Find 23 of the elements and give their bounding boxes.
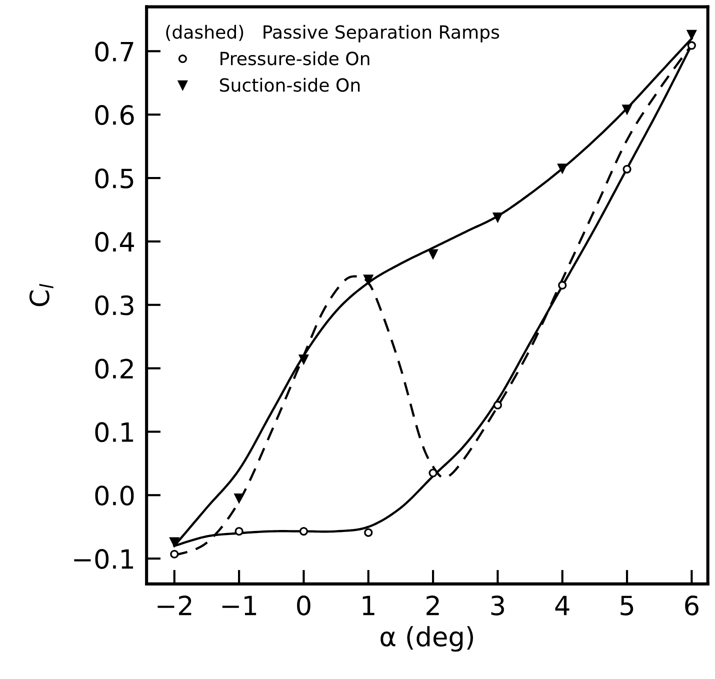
legend-title: (dashed) Passive Separation Ramps [166,24,500,42]
y-tick-label: 0.7 [95,42,134,62]
y-tick-label: 0.3 [95,295,134,316]
y-tick-label: 0.0 [95,486,134,506]
x-tick-label: 4 [555,596,570,616]
y-tick-label: 0.1 [95,422,134,442]
y-tick-label: 0.2 [95,358,133,379]
x-axis-title: α (deg) [380,626,473,652]
x-tick-label: 2 [426,596,439,616]
x-tick-label: 5 [620,596,634,616]
legend-label: Pressure-side On [220,51,370,66]
x-tick-label: −1 [222,596,256,616]
x-tick-label: 3 [491,596,504,616]
y-tick-label: 0.5 [95,168,134,188]
x-tick-label: −2 [158,596,192,616]
x-tick-label: 0 [297,596,310,616]
y-axis-title: C$_{l}$ [29,284,54,306]
x-tick-label: 1 [362,596,374,616]
y-tick-label: 0.4 [95,232,134,252]
legend-label: Suction-side On [220,78,360,92]
x-tick-label: 6 [685,596,698,616]
y-tick-label: 0.6 [95,105,134,126]
y-tick-label: −0.1 [74,549,134,569]
